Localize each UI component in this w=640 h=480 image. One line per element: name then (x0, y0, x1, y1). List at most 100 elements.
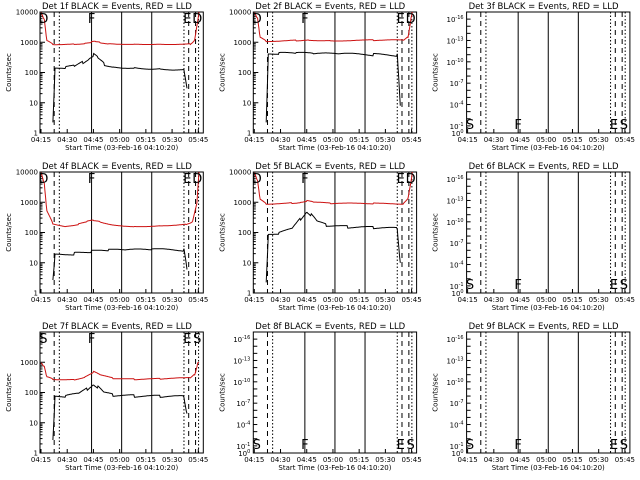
y-tick-exponent: -7 (459, 79, 464, 85)
y-tick-exponent: -13 (455, 356, 463, 362)
x-axis-label: Start Time (03-Feb-16 04:10:20) (65, 304, 178, 312)
y-tick-label-4: 1000 (20, 39, 38, 47)
marker-E-3: E (183, 12, 191, 27)
x-tick-label-6: 05:30 (162, 296, 182, 304)
panel-det-7: Det 7f BLACK = Events, RED = LLD 04:15 04:… (5, 322, 208, 472)
y-tick-label-2: 10 (242, 259, 251, 267)
x-tick-label-5: 05:15 (562, 136, 582, 144)
x-tick-label-6: 05:30 (589, 136, 609, 144)
marker-E-3: E (610, 438, 618, 453)
marker-E-3: E (397, 438, 405, 453)
series-lld-line (40, 361, 200, 381)
x-tick-label-4: 05:00 (110, 296, 130, 304)
marker-F-2: F (88, 12, 95, 27)
x-tick-label-2: 04:30 (270, 456, 290, 464)
y-tick-exponent: -10 (242, 378, 250, 384)
y-tick-label-3: 10-4 (450, 261, 464, 270)
series-events-line (52, 248, 188, 281)
x-tick-label-7: 05:45 (615, 456, 635, 464)
marker-F-2: F (514, 118, 521, 133)
y-tick-label-1: 1 (247, 130, 251, 138)
x-tick-label-5: 05:15 (136, 136, 156, 144)
y-tick-label-6: 10-13 (233, 356, 250, 365)
x-tick-label-1: 04:15 (458, 136, 478, 144)
marker-F-2: F (514, 438, 521, 453)
x-tick-label-5: 05:15 (136, 296, 156, 304)
y-tick-exponent: -4 (459, 261, 464, 267)
marker-D-4: D (192, 172, 202, 187)
y-tick-exponent: -16 (242, 335, 250, 341)
marker-S-4: S (620, 438, 628, 453)
x-tick-label-4: 05:00 (536, 456, 556, 464)
y-tick-label-2: 10-1 (450, 442, 464, 451)
x-tick-label-6: 05:30 (162, 456, 182, 464)
x-tick-label-2: 04:30 (270, 296, 290, 304)
y-tick-label-4: 1000 (20, 359, 38, 367)
y-tick-exponent: -1 (459, 442, 464, 448)
x-axis-label: Start Time (03-Feb-16 04:10:20) (492, 304, 605, 312)
series-events-line (265, 51, 401, 123)
y-tick-label-1: 100 (238, 449, 250, 458)
x-tick-label-7: 05:45 (188, 456, 208, 464)
y-tick-label-6: 10-13 (447, 36, 464, 45)
y-tick-exponent: 0 (460, 289, 463, 295)
y-tick-label-1: 1 (34, 290, 38, 298)
y-tick-label-2: 10-1 (450, 282, 464, 291)
x-tick-label-1: 04:15 (31, 136, 51, 144)
y-tick-label-5: 10-10 (233, 378, 250, 387)
y-tick-exponent: -1 (245, 442, 250, 448)
x-tick-label-5: 05:15 (349, 136, 369, 144)
x-tick-label-7: 05:45 (188, 296, 208, 304)
y-tick-exponent: -4 (459, 101, 464, 107)
y-tick-label-5: 10000 (16, 169, 38, 177)
x-tick-label-1: 04:15 (458, 296, 478, 304)
y-tick-label-2: 10-1 (236, 442, 250, 451)
marker-D-4: D (406, 12, 416, 27)
x-tick-label-7: 05:45 (615, 136, 635, 144)
panel-title: Det 1f BLACK = Events, RED = LLD (42, 2, 192, 12)
marker-E-3: E (397, 12, 405, 27)
y-tick-exponent: 0 (247, 449, 250, 455)
y-tick-label-4: 1000 (233, 39, 251, 47)
y-tick-label-7: 10-16 (447, 335, 464, 344)
marker-F-2: F (88, 172, 95, 187)
x-tick-label-4: 05:00 (536, 136, 556, 144)
panel-title: Det 9f BLACK = Events, RED = LLD (469, 322, 619, 332)
y-axis-label: Counts/sec (432, 213, 440, 252)
y-tick-exponent: -13 (455, 196, 463, 202)
y-tick-exponent: -4 (459, 421, 464, 427)
series-events-line (265, 211, 401, 283)
y-tick-label-1: 1 (247, 290, 251, 298)
marker-E-3: E (183, 332, 191, 347)
marker-D-4: D (192, 12, 202, 27)
y-tick-label-3: 100 (238, 69, 251, 77)
y-tick-label-7: 10-16 (233, 335, 250, 344)
marker-D-1: D (252, 172, 262, 187)
y-tick-label-4: 10-7 (450, 399, 464, 408)
y-tick-label-1: 100 (451, 129, 463, 138)
x-tick-label-5: 05:15 (349, 456, 369, 464)
y-tick-label-4: 10-7 (450, 79, 464, 88)
panel-det-9: Det 9f BLACK = Events, RED = LLD 04:15 04:… (432, 322, 635, 472)
marker-E-3: E (610, 118, 618, 133)
y-tick-exponent: -16 (455, 335, 463, 341)
marker-F-2: F (301, 172, 308, 187)
marker-S-4: S (193, 332, 201, 347)
x-axis-label: Start Time (03-Feb-16 04:10:20) (278, 464, 391, 472)
panel-title: Det 5f BLACK = Events, RED = LLD (255, 162, 405, 172)
x-tick-label-3: 04:45 (510, 456, 530, 464)
x-tick-label-1: 04:15 (244, 296, 264, 304)
y-tick-label-5: 10-10 (447, 58, 464, 67)
panel-title: Det 7f BLACK = Events, RED = LLD (42, 322, 192, 332)
x-tick-label-4: 05:00 (323, 456, 343, 464)
x-tick-label-4: 05:00 (110, 136, 130, 144)
x-axis-label: Start Time (03-Feb-16 04:10:20) (65, 144, 178, 152)
y-axis-label: Counts/sec (432, 373, 440, 412)
y-tick-label-3: 100 (25, 229, 38, 237)
x-axis-label: Start Time (03-Feb-16 04:10:20) (278, 304, 391, 312)
y-tick-exponent: -10 (455, 58, 463, 64)
x-tick-label-2: 04:30 (57, 296, 77, 304)
y-tick-label-1: 100 (451, 289, 463, 298)
y-tick-exponent: -13 (242, 356, 250, 362)
